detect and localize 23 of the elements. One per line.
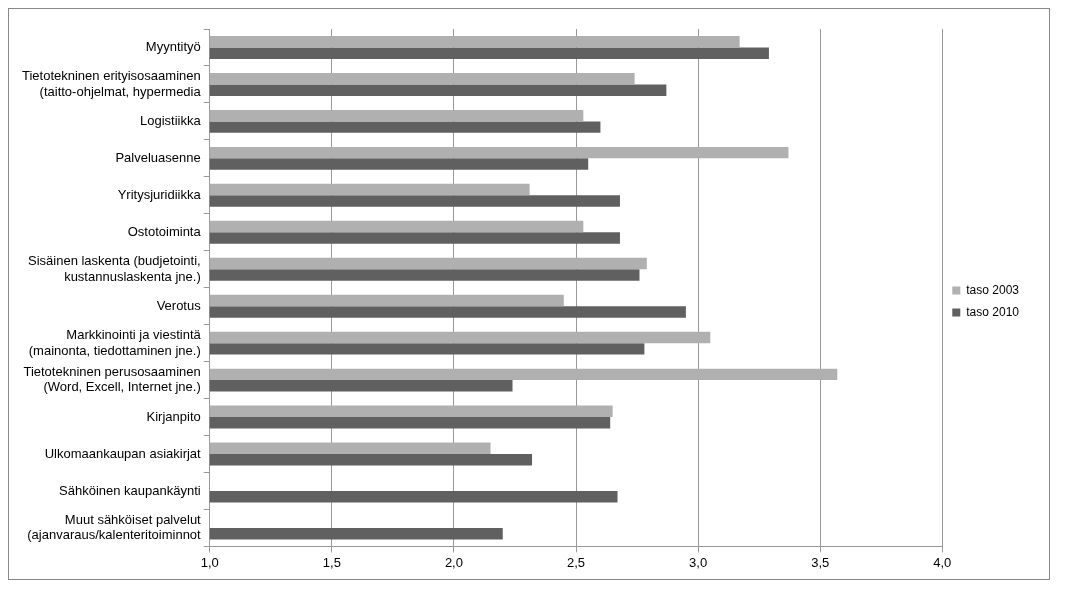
x-tick-label: 3,5 xyxy=(811,554,830,570)
y-tick-label: Kirjanpito xyxy=(146,408,201,424)
y-tick-label: Logistiikka xyxy=(140,112,202,128)
y-tick-label: Verotus xyxy=(156,297,202,313)
x-tick-label: 1,0 xyxy=(200,554,219,570)
x-tick-label: 3,0 xyxy=(689,554,708,570)
legend-label: taso 2010 xyxy=(966,304,1020,319)
y-tick-label: Palveluasenne xyxy=(115,149,201,165)
y-tick-label: Markkinointi ja viestintä (mainonta, tiedottaminen jne.) xyxy=(28,326,202,358)
x-tick-label: 2,5 xyxy=(566,554,586,570)
y-tick-label: Ostotoiminta xyxy=(127,223,202,239)
y-tick-label: Sähköinen kaupankäynti xyxy=(59,482,201,498)
y-tick-label: Ulkomaankaupan asiakirjat xyxy=(44,445,202,461)
x-tick-label: 1,5 xyxy=(322,554,341,570)
y-tick-label: Tietotekninen erityisosaaminen (taitto-ohjelmat, hypermedia xyxy=(21,68,202,99)
y-tick-label: Tietotekninen perusosaaminen (Word, Excell, Internet jne.) xyxy=(23,363,201,395)
legend-label: taso 2003 xyxy=(966,282,1020,297)
y-tick-label: Sisäinen laskenta (budjetointi, kustannuslaskenta jne.) xyxy=(27,253,201,284)
y-tick-label: Muut sähköiset palvelut (ajanvaraus/kalenteritoiminnot xyxy=(27,511,202,543)
x-tick-label: 2,0 xyxy=(444,554,463,570)
x-tick-label: 4,0 xyxy=(933,554,952,570)
y-tick-label: Yritysjuridiikka xyxy=(117,186,202,202)
y-tick-label: Myyntityö xyxy=(145,39,201,55)
